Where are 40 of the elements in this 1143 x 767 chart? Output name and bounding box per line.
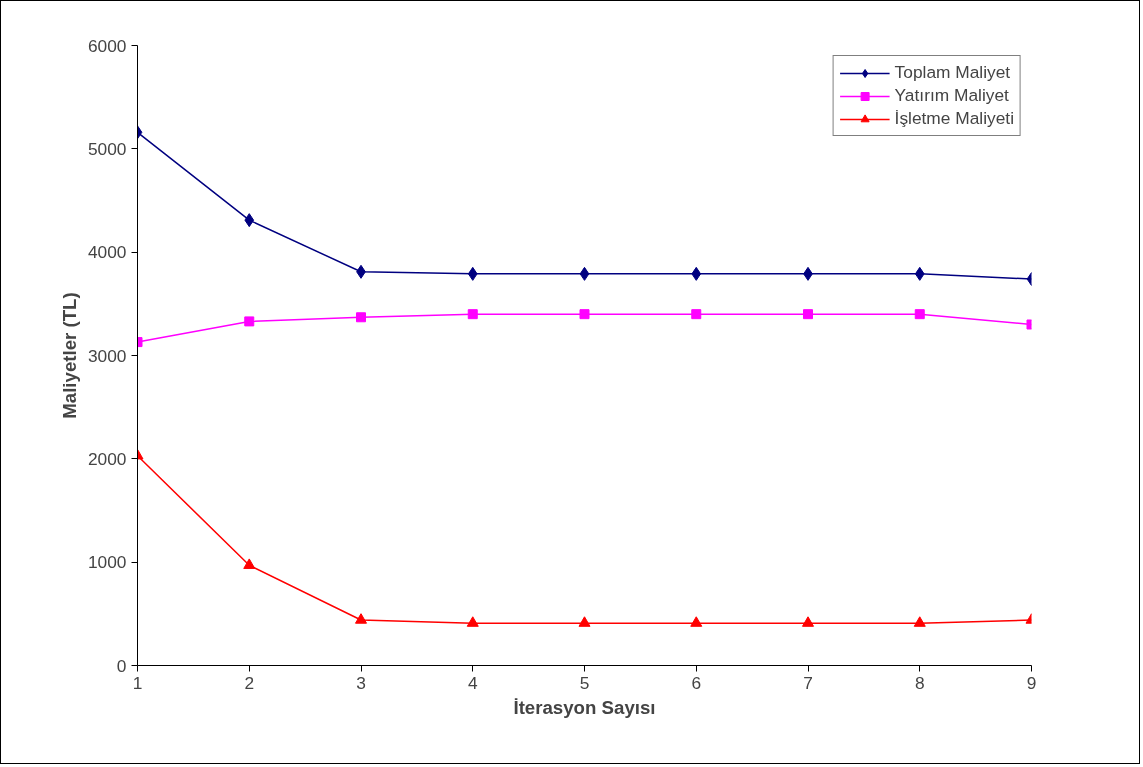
- point: [355, 613, 367, 624]
- point: [467, 309, 478, 320]
- legend-label: İşletme Maliyeti: [894, 108, 1014, 129]
- point: [913, 616, 926, 627]
- point: [244, 213, 255, 228]
- y-axis-title: Maliyetler (TL): [58, 292, 80, 419]
- point: [244, 316, 255, 327]
- point: [579, 266, 590, 281]
- point: [914, 266, 925, 281]
- y-tick-label: 6000: [87, 35, 127, 56]
- x-tick-label: 6: [691, 672, 702, 693]
- x-tick-label: 4: [467, 672, 478, 693]
- point: [802, 616, 814, 627]
- y-tick-label: 4000: [87, 242, 127, 263]
- point: [914, 309, 925, 320]
- point: [691, 309, 702, 320]
- legend-label: Yatırım Maliyet: [894, 85, 1009, 106]
- point: [578, 616, 591, 627]
- legend-label: Toplam Maliyet: [894, 62, 1011, 83]
- point: [467, 266, 478, 281]
- y-tick-label: 5000: [87, 138, 127, 159]
- point: [690, 616, 703, 627]
- point: [466, 616, 479, 627]
- x-tick-label: 3: [356, 672, 366, 693]
- point: [356, 312, 366, 323]
- x-tick-label: 2: [244, 672, 255, 693]
- point: [579, 309, 590, 320]
- x-axis-title: İterasyon Sayısı: [513, 696, 656, 718]
- y-tick-label: 0: [116, 655, 127, 676]
- x-tick-label: 1: [132, 672, 143, 693]
- y-tick-label: 2000: [87, 448, 127, 469]
- point: [243, 558, 256, 569]
- x-tick-label: 8: [914, 672, 925, 693]
- y-tick-label: 1000: [87, 552, 127, 573]
- point: [803, 309, 813, 320]
- x-tick-label: 7: [803, 672, 813, 693]
- y-tick-label: 3000: [87, 345, 127, 366]
- point: [691, 266, 702, 281]
- x-tick-label: 9: [1026, 672, 1037, 693]
- x-tick-label: 5: [579, 672, 590, 693]
